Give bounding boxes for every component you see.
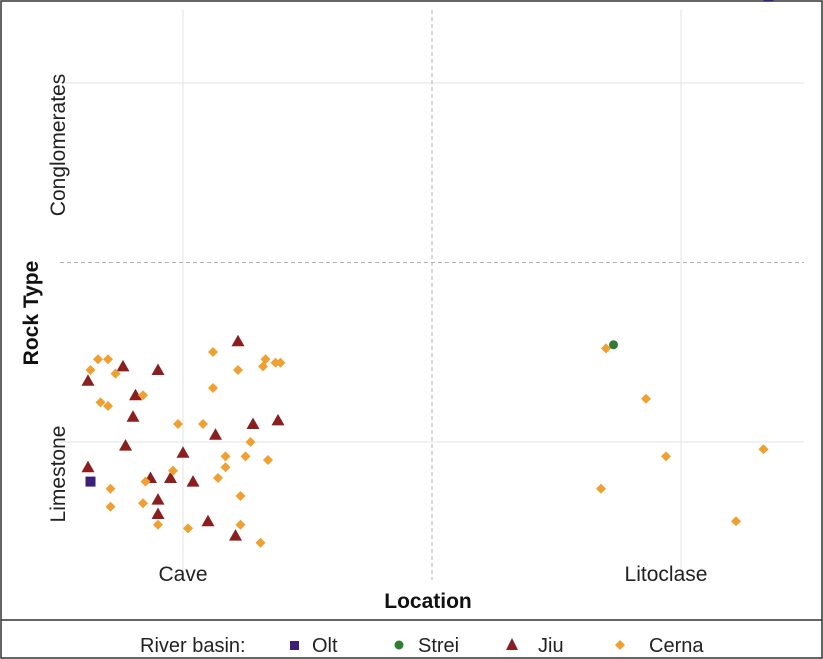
point-cerna bbox=[183, 523, 193, 534]
point-jiu bbox=[126, 410, 140, 422]
point-jiu bbox=[271, 413, 285, 426]
x-tick-litoclase: Litoclase bbox=[625, 563, 708, 586]
point-cerna bbox=[731, 516, 741, 527]
point-cerna bbox=[255, 537, 266, 548]
point-cerna bbox=[110, 368, 121, 379]
point-cerna bbox=[220, 462, 231, 473]
point-jiu bbox=[231, 334, 245, 347]
point-cerna bbox=[138, 498, 148, 509]
point-jiu bbox=[81, 374, 95, 386]
point-cerna bbox=[641, 393, 651, 404]
y-tick-limestone: Limestone bbox=[47, 426, 70, 523]
point-cerna bbox=[758, 444, 769, 455]
legend: River basin: Olt Strei Jiu Cerna bbox=[140, 635, 704, 657]
point-olt bbox=[763, 0, 774, 2]
point-cerna bbox=[95, 397, 106, 408]
point-cerna bbox=[103, 354, 113, 365]
point-cerna bbox=[263, 455, 273, 465]
point-jiu bbox=[151, 363, 165, 375]
legend-key-cerna bbox=[615, 640, 625, 650]
y-axis-title: Rock Type bbox=[20, 261, 43, 366]
data-points bbox=[81, 0, 774, 548]
legend-key-strei bbox=[394, 640, 404, 650]
point-cerna bbox=[208, 347, 218, 357]
point-cerna bbox=[153, 519, 163, 530]
legend-label-olt: Olt bbox=[312, 635, 338, 657]
point-cerna bbox=[661, 451, 671, 462]
point-jiu bbox=[176, 446, 190, 458]
legend-key-jiu bbox=[506, 638, 518, 650]
point-cerna bbox=[275, 357, 286, 368]
point-cerna bbox=[138, 390, 148, 401]
point-jiu bbox=[186, 475, 200, 487]
point-cerna bbox=[233, 365, 243, 375]
point-jiu bbox=[209, 428, 222, 440]
point-cerna bbox=[235, 491, 246, 501]
point-jiu bbox=[116, 359, 130, 372]
point-cerna bbox=[213, 473, 223, 483]
point-jiu bbox=[119, 439, 132, 451]
point-cerna bbox=[103, 401, 113, 411]
point-jiu bbox=[151, 507, 165, 519]
legend-label-cerna: Cerna bbox=[649, 635, 704, 657]
point-jiu bbox=[229, 529, 242, 541]
point-jiu bbox=[201, 514, 215, 527]
point-cerna bbox=[596, 483, 606, 494]
point-strei bbox=[609, 340, 618, 350]
point-cerna bbox=[601, 343, 611, 354]
point-cerna bbox=[85, 365, 96, 375]
point-cerna bbox=[235, 519, 246, 530]
point-cerna bbox=[168, 465, 178, 476]
point-jiu bbox=[164, 471, 177, 483]
gridlines bbox=[60, 10, 804, 580]
y-tick-conglomerates: Conglomerates bbox=[47, 74, 70, 216]
point-cerna bbox=[140, 476, 151, 487]
legend-title: River basin: bbox=[140, 635, 246, 657]
point-cerna bbox=[220, 451, 231, 462]
x-axis-title: Location bbox=[384, 590, 472, 613]
point-cerna bbox=[245, 437, 256, 447]
point-jiu bbox=[81, 460, 95, 473]
point-jiu bbox=[129, 388, 142, 401]
legend-label-strei: Strei bbox=[418, 635, 459, 657]
point-cerna bbox=[105, 501, 116, 512]
point-cerna bbox=[258, 361, 268, 372]
legend-label-jiu: Jiu bbox=[538, 635, 564, 657]
point-jiu bbox=[246, 417, 260, 429]
legend-key-olt bbox=[290, 641, 299, 650]
point-jiu bbox=[151, 493, 165, 505]
point-cerna bbox=[198, 419, 208, 429]
point-cerna bbox=[173, 419, 183, 429]
point-cerna bbox=[105, 483, 116, 494]
point-cerna bbox=[93, 354, 103, 365]
point-olt bbox=[85, 476, 96, 487]
point-cerna bbox=[208, 383, 218, 393]
point-cerna bbox=[240, 451, 251, 462]
x-tick-cave: Cave bbox=[158, 563, 207, 586]
